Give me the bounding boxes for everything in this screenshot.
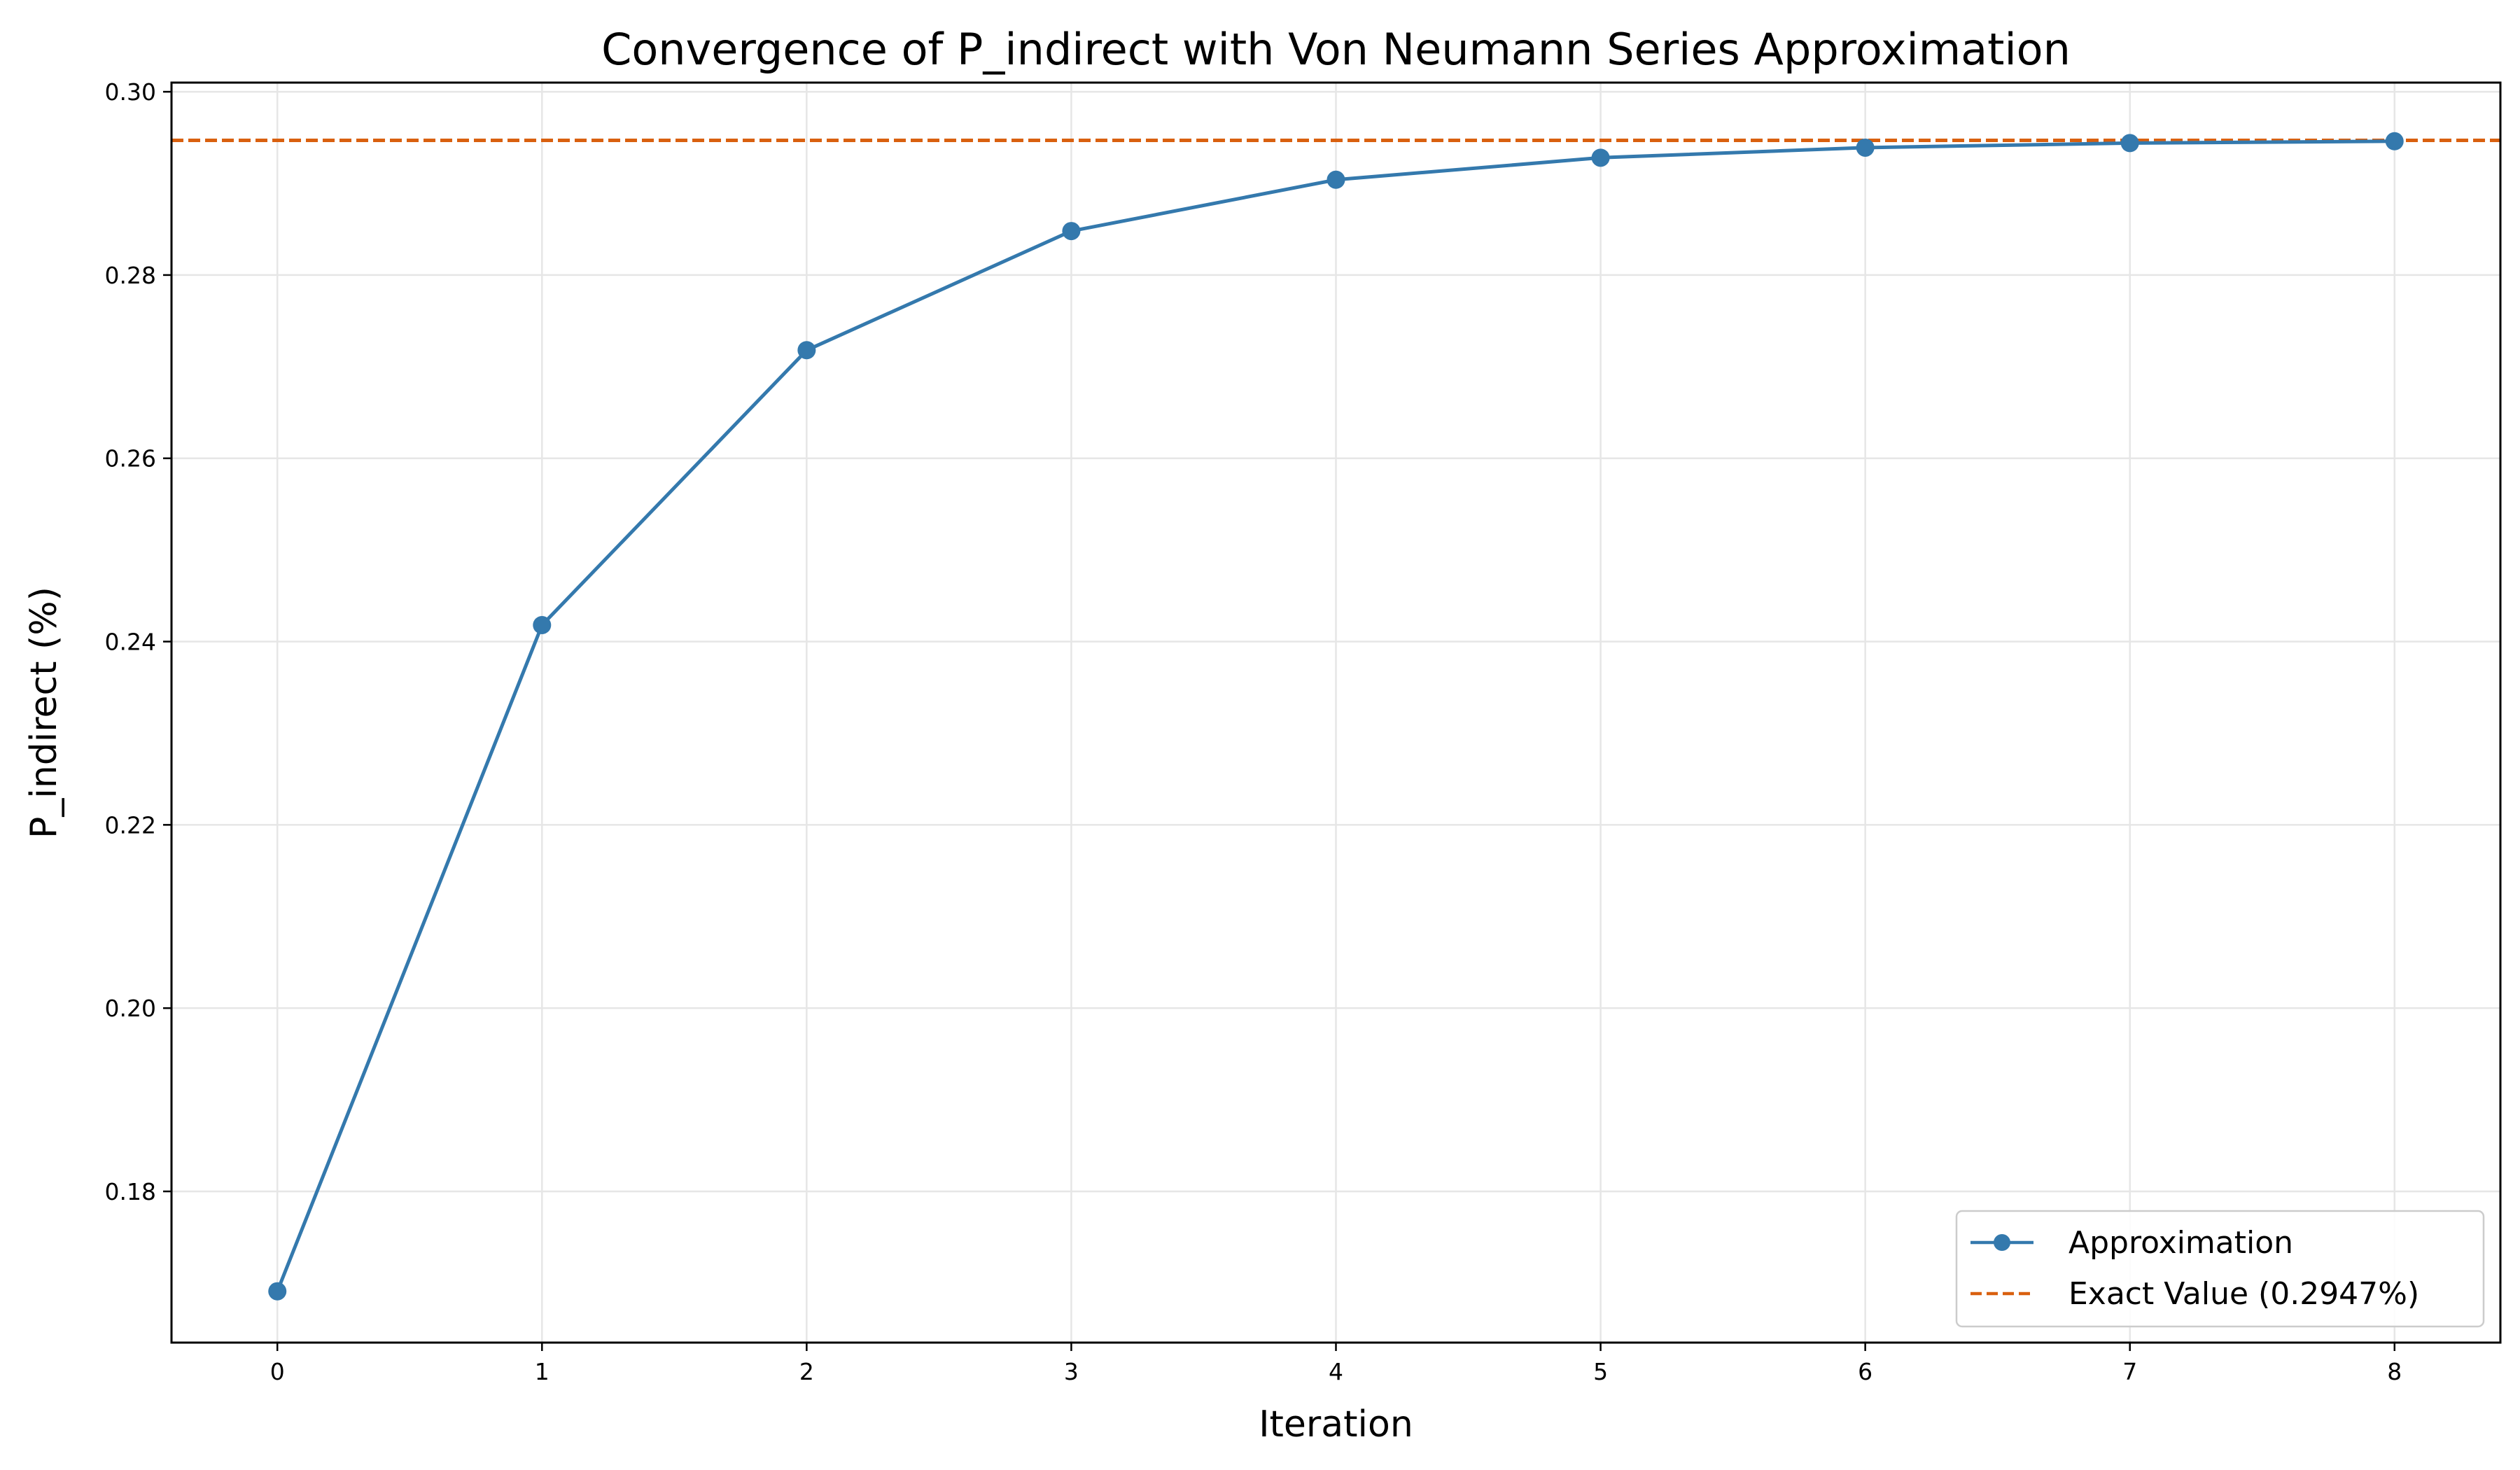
- approximation-data-point: [2120, 134, 2139, 153]
- approximation-data-point: [2385, 132, 2404, 150]
- legend-approximation-marker: [1994, 1234, 2010, 1251]
- x-tick-label: 8: [2387, 1358, 2402, 1385]
- x-tick-label: 1: [535, 1358, 550, 1385]
- x-tick-label: 2: [799, 1358, 814, 1385]
- y-tick-label: 0.30: [105, 78, 156, 106]
- approximation-data-point: [1591, 148, 1610, 167]
- approximation-data-point: [797, 341, 816, 360]
- approximation-data-point: [268, 1282, 287, 1301]
- y-tick-label: 0.24: [105, 629, 156, 656]
- grid: [172, 83, 2500, 1343]
- approximation-data-point: [1326, 170, 1345, 189]
- y-tick-label: 0.22: [105, 811, 156, 839]
- x-tick-label: 5: [1593, 1358, 1608, 1385]
- x-tick-label: 7: [2122, 1358, 2137, 1385]
- legend-approximation-label: Approximation: [2068, 1225, 2293, 1261]
- y-tick-label: 0.18: [105, 1178, 156, 1205]
- approximation-data-point: [1856, 138, 1875, 157]
- y-tick-label: 0.28: [105, 262, 156, 289]
- legend-exact-value-label: Exact Value (0.2947%): [2068, 1276, 2419, 1312]
- approximation-data-point: [533, 615, 552, 634]
- approximation-data-point: [1062, 222, 1081, 241]
- chart-title: Convergence of P_indirect with Von Neuma…: [601, 24, 2071, 75]
- y-tick-label: 0.26: [105, 445, 156, 472]
- x-tick-label: 4: [1329, 1358, 1343, 1385]
- legend-box: [1955, 1210, 2485, 1328]
- x-tick-label: 6: [1858, 1358, 1872, 1385]
- axis-ticks: 0 1 2 3 4 5 6 7 8 0.18 0.20 0.22 0.24 0.26 0.28 0.30: [105, 78, 2402, 1385]
- x-axis-title: Iteration: [1259, 1404, 1413, 1446]
- x-tick-label: 3: [1064, 1358, 1079, 1385]
- plot-data: [172, 132, 2500, 1301]
- x-tick-label: 0: [270, 1358, 285, 1385]
- legend: Approximation Exact Value (0.2947%): [1955, 1210, 2485, 1328]
- y-tick-label: 0.20: [105, 995, 156, 1022]
- y-axis-title: P_indirect (%): [23, 587, 65, 839]
